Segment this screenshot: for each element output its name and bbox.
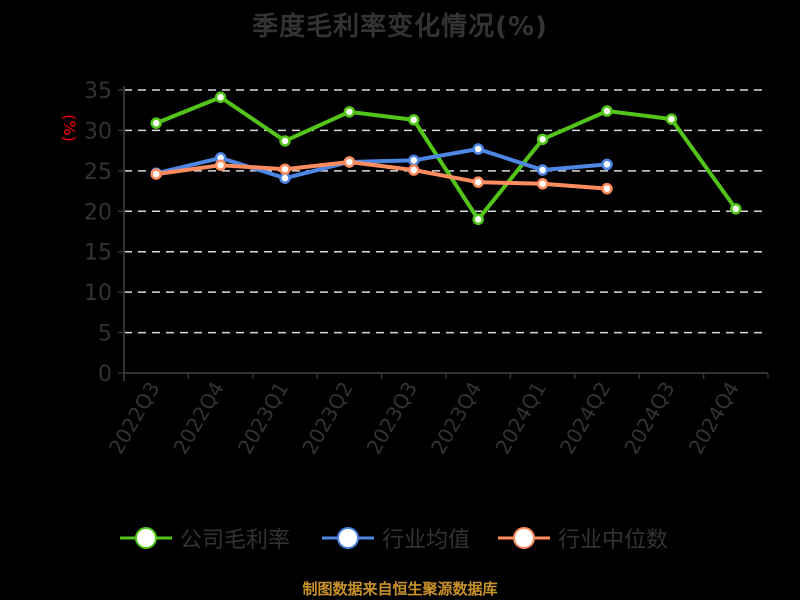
x-tick-label: 2022Q3 xyxy=(104,378,164,459)
x-tick-label: 2022Q4 xyxy=(168,378,228,459)
data-point[interactable] xyxy=(150,168,162,180)
y-tick-label: 10 xyxy=(84,281,112,306)
x-tick-label: 2023Q2 xyxy=(297,378,357,459)
series-line xyxy=(150,156,613,195)
y-tick-label: 25 xyxy=(84,160,112,185)
y-axis-label: (%) xyxy=(60,114,79,142)
y-tick-label: 0 xyxy=(98,362,112,387)
x-tick-label: 2023Q4 xyxy=(426,378,486,459)
legend-label: 行业均值 xyxy=(382,528,471,553)
legend-marker-icon xyxy=(322,527,374,549)
x-tick-label: 2023Q1 xyxy=(233,378,293,459)
y-axis: 0 5 10 15 20 25 30 35 xyxy=(84,79,125,387)
data-point[interactable] xyxy=(150,117,162,129)
data-point[interactable] xyxy=(408,114,420,126)
x-tick-label: 2024Q3 xyxy=(619,378,679,459)
y-tick-label: 15 xyxy=(84,241,112,266)
legend-marker-icon xyxy=(120,527,172,549)
data-point[interactable] xyxy=(472,143,484,155)
data-point[interactable] xyxy=(601,105,613,117)
chart-title: 季度毛利率变化情况(%) xyxy=(252,12,548,42)
x-tick-label: 2024Q1 xyxy=(490,378,550,459)
data-point[interactable] xyxy=(408,154,420,167)
legend-label: 公司毛利率 xyxy=(180,528,291,553)
series-line xyxy=(150,91,742,226)
data-point[interactable] xyxy=(343,106,356,118)
y-tick-label: 20 xyxy=(84,200,112,225)
x-axis: 2022Q3 2022Q4 2023Q1 2023Q2 2023Q3 2023Q4 2024… xyxy=(104,372,769,459)
x-tick-label: 2024Q4 xyxy=(684,378,744,459)
x-tick-label: 2023Q3 xyxy=(362,378,422,459)
data-point[interactable] xyxy=(214,159,227,171)
data-point[interactable] xyxy=(536,178,549,190)
data-point[interactable] xyxy=(472,176,484,188)
y-tick-label: 35 xyxy=(84,79,112,104)
source-note: 制图数据来自恒生聚源数据库 xyxy=(302,580,498,598)
legend-item-industry-avg[interactable]: 行业均值 xyxy=(322,522,470,554)
data-point[interactable] xyxy=(730,203,742,215)
x-tick-label: 2024Q2 xyxy=(555,378,615,459)
legend: 公司毛利率 行业均值 行业中位数 xyxy=(0,522,800,554)
data-point[interactable] xyxy=(279,163,291,175)
legend-item-company[interactable]: 公司毛利率 xyxy=(120,522,290,554)
data-point[interactable] xyxy=(279,135,291,147)
data-point[interactable] xyxy=(343,156,356,168)
data-series xyxy=(150,91,742,226)
y-tick-label: 5 xyxy=(98,322,112,347)
gridlines xyxy=(124,89,768,334)
data-point[interactable] xyxy=(601,158,613,171)
legend-item-industry-median[interactable]: 行业中位数 xyxy=(498,522,668,554)
data-point[interactable] xyxy=(601,182,613,195)
data-point[interactable] xyxy=(214,91,227,104)
y-tick-label: 30 xyxy=(84,119,112,144)
data-point[interactable] xyxy=(665,113,678,125)
legend-label: 行业中位数 xyxy=(558,528,669,553)
data-point[interactable] xyxy=(408,164,420,176)
data-point[interactable] xyxy=(536,164,549,176)
legend-marker-icon xyxy=(498,527,550,549)
data-point[interactable] xyxy=(536,133,549,146)
data-point[interactable] xyxy=(472,213,484,226)
